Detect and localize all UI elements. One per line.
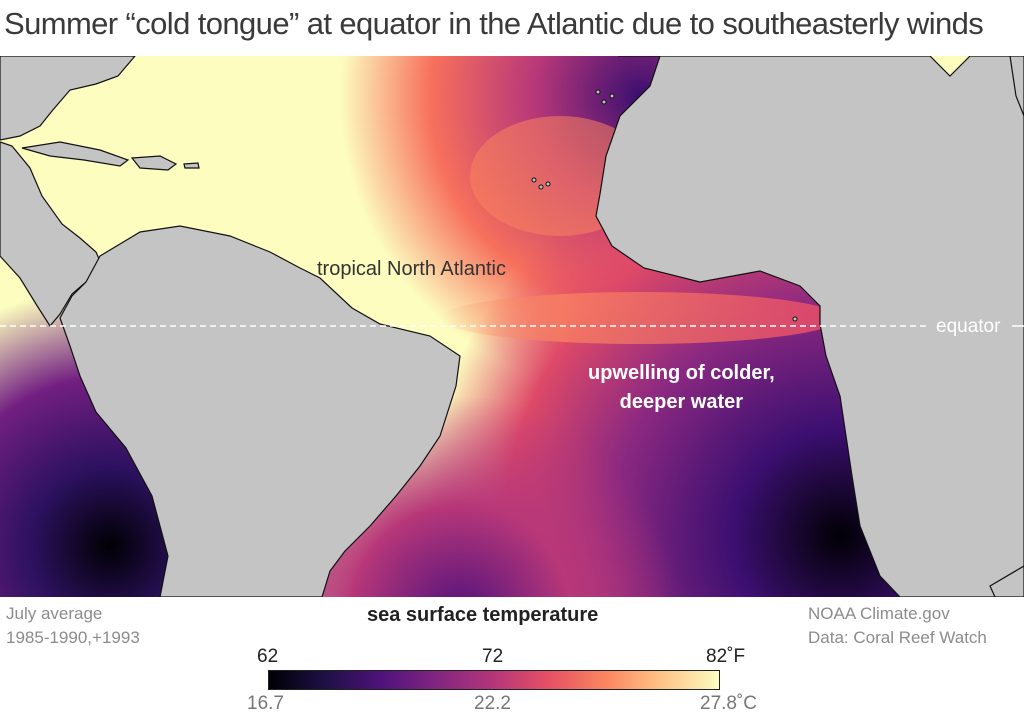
footer-right: NOAA Climate.gov Data: Coral Reef Watch [808,602,987,650]
footer-years: 1985-1990,+1993 [6,628,140,647]
footer-data-source: Data: Coral Reef Watch [808,628,987,647]
map-title: Summer “cold tongue” at equator in the A… [4,6,984,41]
label-tropical-north-atlantic: tropical North Atlantic [317,258,506,280]
sst-map-canvas [0,56,1024,597]
colorbar-tick-c-mid: 22.2 [474,693,511,714]
footer-left: July average 1985-1990,+1993 [6,602,140,650]
islands [531,89,798,322]
colorbar-title: sea surface temperature [367,604,599,626]
colorbar-tick-f-mid: 72 [482,646,504,667]
label-upwelling: upwelling of colder, deeper water [588,359,775,417]
colorbar-tick-f-high: 82˚F [706,646,746,667]
footer-credit: NOAA Climate.gov [808,604,950,623]
colorbar-tick-c-low: 16.7 [247,693,284,714]
label-upwelling-line2: deeper water [619,391,744,413]
label-upwelling-line1: upwelling of colder, [588,362,775,384]
colorbar-tick-c-high: 27.8˚C [700,693,758,714]
footer-period: July average [6,604,103,623]
label-equator: equator [936,316,1001,337]
colorbar [268,670,720,690]
land [0,56,1024,597]
sst-map [0,56,1024,597]
colorbar-tick-f-low: 62 [257,646,279,667]
